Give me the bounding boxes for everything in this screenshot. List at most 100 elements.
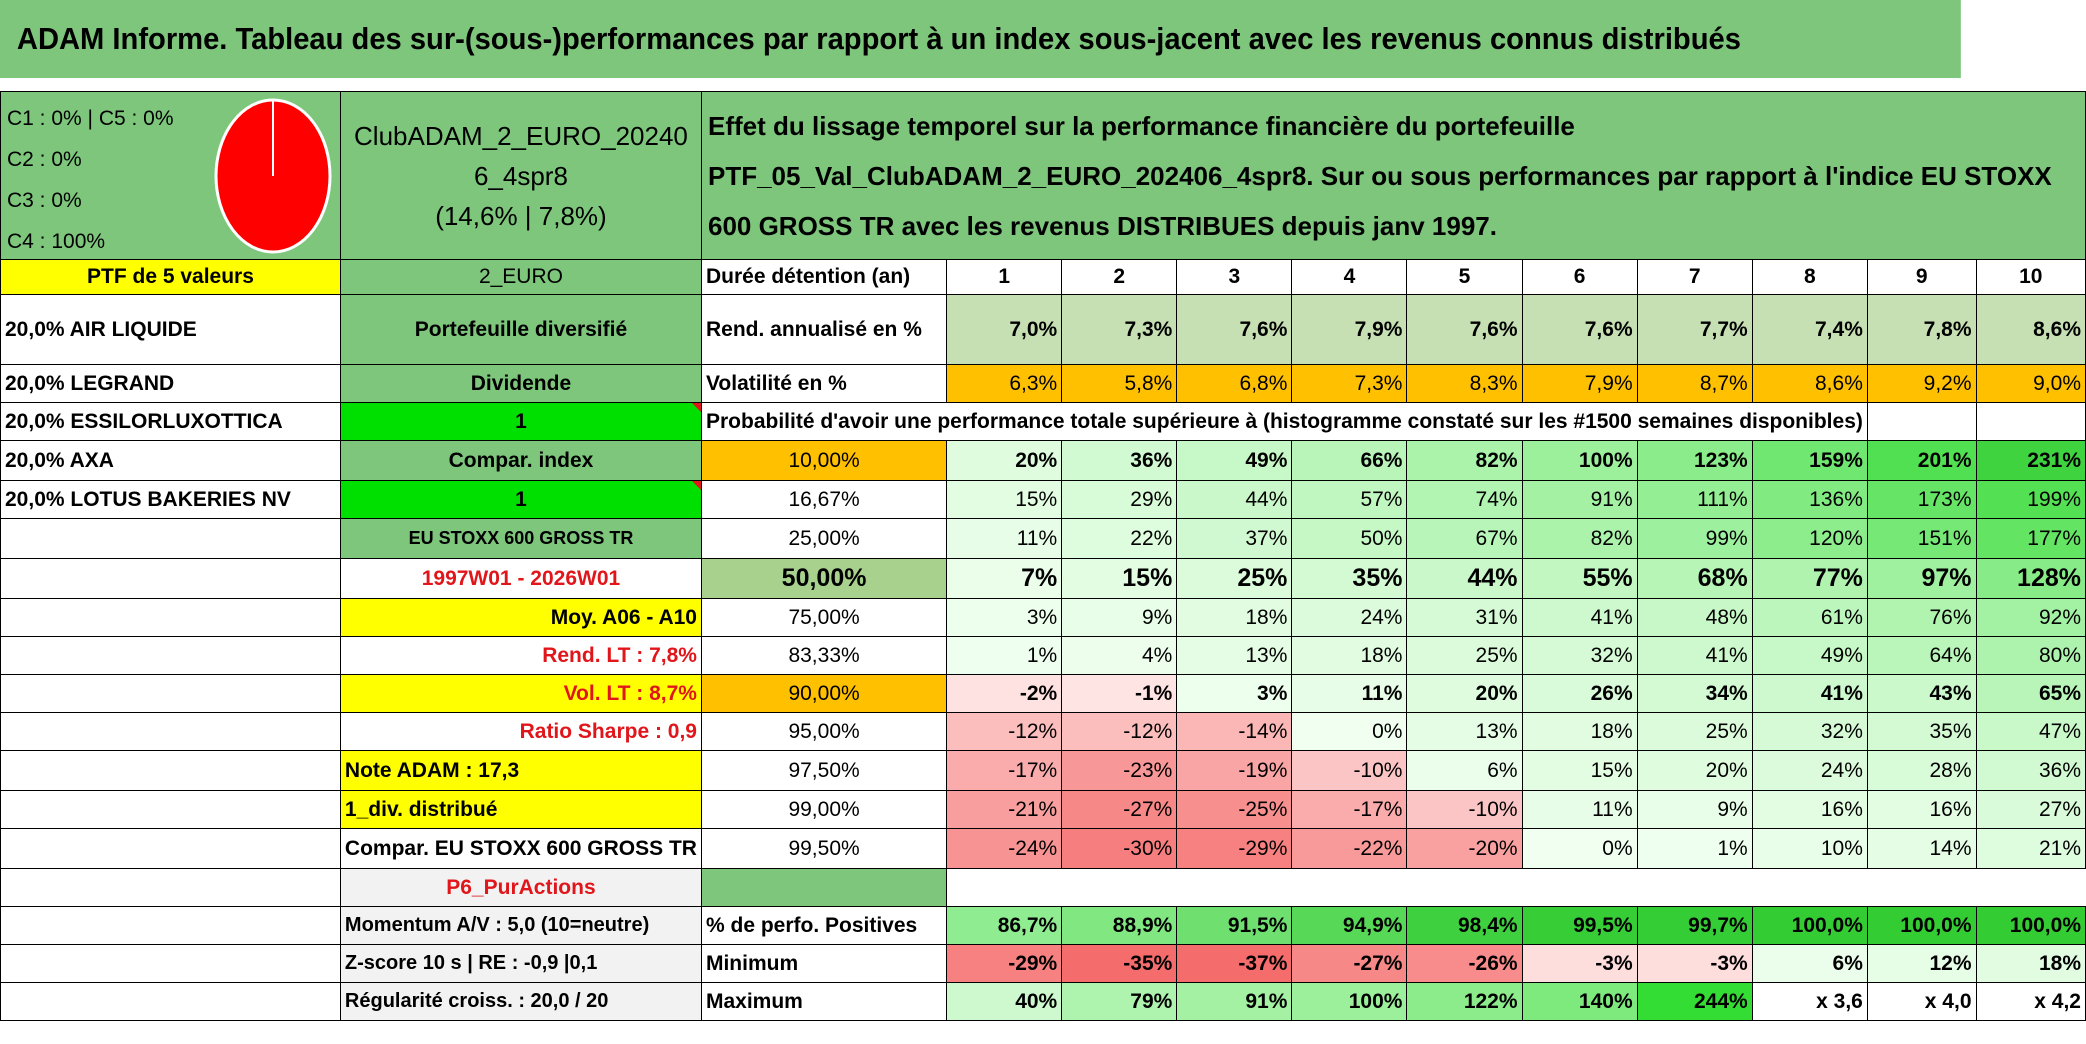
prob-row: 1_div. distribué 99,00% -21% -27% -25% -17% -… <box>0 790 2086 829</box>
prob-value: 15% <box>946 480 1063 519</box>
year-header: 7 <box>1636 259 1753 295</box>
prob-value: 20% <box>946 440 1063 481</box>
prob-value: 151% <box>1866 518 1977 559</box>
pos-value: 88,9% <box>1061 906 1178 945</box>
year-header: 1 <box>946 259 1063 295</box>
prob-value: 1% <box>1636 828 1753 869</box>
max-value: x 4,0 <box>1866 982 1977 1021</box>
prob-value: 64% <box>1866 636 1977 675</box>
prob-threshold: 50,00% <box>700 558 948 599</box>
prob-value: 82% <box>1521 518 1638 559</box>
min-label: Minimum <box>700 944 948 983</box>
prob-value: 6% <box>1406 750 1523 791</box>
min-value: -37% <box>1176 944 1293 983</box>
prob-row: Moy. A06 - A10 75,00% 3% 9% 18% 24% 31% 41% 48%… <box>0 598 2086 637</box>
prob-value: 13% <box>1176 636 1293 675</box>
rend-value: 7,7% <box>1636 294 1753 365</box>
prob-value: 44% <box>1406 558 1523 599</box>
max-value: 79% <box>1061 982 1178 1021</box>
prob-value: 29% <box>1061 480 1178 519</box>
compar-full-label: Compar. EU STOXX 600 GROSS TR <box>339 828 702 869</box>
prob-row: 20,0% AXA Compar. index 10,00% 20% 36% 49% 6… <box>0 440 2086 481</box>
prob-value: 43% <box>1866 674 1977 713</box>
dividend-label: Dividende <box>339 364 702 403</box>
pos-label: % de perfo. Positives <box>700 906 948 945</box>
min-value: -29% <box>946 944 1063 983</box>
separator <box>0 78 2086 91</box>
prob-value: 57% <box>1291 480 1408 519</box>
min-value: -3% <box>1521 944 1638 983</box>
portfolio-stats: (14,6% | 7,8%) <box>435 200 607 231</box>
description: Effet du lissage temporel sur la perform… <box>700 91 2086 260</box>
rend-value: 7,8% <box>1866 294 1977 365</box>
stat-row: Momentum A/V : 5,0 (10=neutre) % de perf… <box>0 906 2086 945</box>
prob-value: 123% <box>1636 440 1753 481</box>
prob-value: 48% <box>1636 598 1753 637</box>
rend-value: 7,0% <box>946 294 1063 365</box>
holding-row: 20,0% AXA <box>0 440 341 481</box>
diversified-label: Portefeuille diversifié <box>339 294 702 365</box>
prob-value: 199% <box>1975 480 2086 519</box>
prob-threshold: 99,50% <box>700 828 948 869</box>
prob-value: 99% <box>1636 518 1753 559</box>
prob-threshold: 16,67% <box>700 480 948 519</box>
prob-value: -17% <box>946 750 1063 791</box>
holdings-header: PTF de 5 valeurs <box>0 259 341 295</box>
prob-value: -24% <box>946 828 1063 869</box>
prob-value: 18% <box>1521 712 1638 751</box>
prob-row: 1997W01 - 2026W01 50,00% 7% 15% 25% 35% 44% 55… <box>0 558 2086 599</box>
prob-value: 16% <box>1751 790 1868 829</box>
prob-value: -12% <box>946 712 1063 751</box>
year-header: 4 <box>1291 259 1408 295</box>
empty-cell <box>0 636 341 675</box>
prob-value: 67% <box>1406 518 1523 559</box>
pos-value: 91,5% <box>1176 906 1293 945</box>
min-value: -27% <box>1291 944 1408 983</box>
vol-value: 9,0% <box>1975 364 2086 403</box>
prob-value: 7% <box>946 558 1063 599</box>
prob-value: -19% <box>1176 750 1293 791</box>
prob-value: 76% <box>1866 598 1977 637</box>
prob-value: 24% <box>1751 750 1868 791</box>
max-value: 244% <box>1636 982 1753 1021</box>
compar-index-value[interactable]: 1 <box>339 480 702 519</box>
prob-value: 1% <box>946 636 1063 675</box>
rend-value: 7,4% <box>1751 294 1868 365</box>
regularity-label: Régularité croiss. : 20,0 / 20 <box>339 982 702 1021</box>
prob-value: 11% <box>946 518 1063 559</box>
prob-value: 49% <box>1751 636 1868 675</box>
prob-value: -22% <box>1291 828 1408 869</box>
empty-cell <box>0 944 341 983</box>
probability-title: Probabilité d'avoir une performance tota… <box>700 402 1868 441</box>
div-distrib-label: 1_div. distribué <box>339 790 702 829</box>
prob-value: 159% <box>1751 440 1868 481</box>
prob-value: 4% <box>1061 636 1178 675</box>
stat-row: Z-score 10 s | RE : -0,9 |0,1 Minimum -2… <box>0 944 2086 983</box>
empty-cell <box>700 868 948 907</box>
rend-label: Rend. annualisé en % <box>700 294 948 365</box>
prob-value: 10% <box>1751 828 1868 869</box>
holding-row: 20,0% LEGRAND <box>0 364 341 403</box>
empty-cell <box>0 750 341 791</box>
empty-cell <box>0 712 341 751</box>
prob-row: Note ADAM : 17,3 97,50% -17% -23% -19% -10% 6… <box>0 750 2086 791</box>
year-header: 6 <box>1521 259 1638 295</box>
prob-value: 47% <box>1975 712 2086 751</box>
empty-cell <box>0 868 341 907</box>
prob-value: 25% <box>1636 712 1753 751</box>
index-name: EU STOXX 600 GROSS TR <box>339 518 702 559</box>
allocation-panel: C1 : 0% | C5 : 0% C2 : 0% C3 : 0% C4 : 1… <box>0 91 341 260</box>
momentum-label: Momentum A/V : 5,0 (10=neutre) <box>339 906 702 945</box>
prob-value: -21% <box>946 790 1063 829</box>
pos-value: 94,9% <box>1291 906 1408 945</box>
rend-value: 7,6% <box>1176 294 1293 365</box>
prob-value: 18% <box>1176 598 1293 637</box>
min-value: 18% <box>1975 944 2086 983</box>
prob-threshold: 97,50% <box>700 750 948 791</box>
prob-threshold: 83,33% <box>700 636 948 675</box>
prob-threshold: 75,00% <box>700 598 948 637</box>
rend-value: 7,9% <box>1291 294 1408 365</box>
min-value: 12% <box>1866 944 1977 983</box>
report-title: ADAM Informe. Tableau des sur-(sous-)per… <box>0 0 1961 78</box>
dividend-value[interactable]: 1 <box>339 402 702 441</box>
